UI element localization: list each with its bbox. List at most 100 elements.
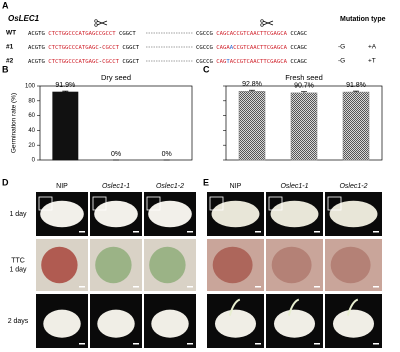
sequence-segment: ACCGTCAACTTCGAGCA [230,59,288,65]
scale-bar [314,343,320,345]
error-bar [249,89,255,92]
seed [148,200,192,228]
sequence-segment: T [226,59,230,65]
sequence-segment: CCAGC [287,59,307,65]
sequence: ACGTG CTCTGGCCCATGAGC-CGCCT CGGCT [28,59,140,65]
panel-label: B [2,64,9,74]
scale-bar [255,343,261,345]
sequence: ACGTG CTCTGGCCCATGAGCCGCCT CGGCT [28,31,136,37]
panel-label: C [203,64,210,74]
mutation: +T [368,58,376,65]
column-label: NIP [230,183,242,190]
scale-bar [314,286,320,288]
row-label: 2 days [8,318,29,325]
sequence-segment: CGCCG [196,59,216,65]
seed [270,200,319,228]
sequence-segment: CGCCG [196,45,216,51]
scale-bar [133,286,139,288]
zoom-box [146,196,161,211]
row-label: WT [6,30,16,37]
row-label: 1 day [9,266,27,273]
row-label: 1 day [9,211,27,218]
embryo [212,246,253,284]
embryo [149,246,186,284]
sequence-segment: CGGCT [116,31,137,37]
row-label: #1 [6,44,14,51]
seed [43,309,81,338]
sequence-segment: CAGA [216,45,230,51]
sequence-segment: CGCCT [102,45,119,51]
seed [211,200,260,228]
sequence-segment: A [230,45,234,51]
error-bar [301,91,307,93]
scale-bar [255,286,261,288]
scale-bar [133,343,139,345]
scissors [94,23,98,27]
sequence-segment: CCAGC [287,31,307,37]
panel-label: A [2,0,9,10]
row-label: #2 [6,58,14,65]
sequence-segment: CAGCACCGTCAACTTCGAGCA [216,31,287,37]
shoot [228,298,241,316]
value-label: 91.9% [55,82,75,89]
bar [342,91,370,161]
value-label: 90.7% [294,82,314,89]
value-label: 91.8% [346,82,366,89]
sequence-segment: ACGTG [28,59,48,65]
sequence-segment: ACGTG [28,31,48,37]
sequence-segment: CGGCT [119,45,140,51]
panel-label: E [203,177,209,187]
sequence-segment: CGCCG [196,31,216,37]
value-label: 0% [111,151,121,158]
column-label: NIP [56,183,68,190]
bar [52,91,79,161]
y-tick-label: 100 [25,84,36,90]
error-bar [62,90,69,92]
scale-bar [314,231,320,233]
embryo [95,246,132,284]
chart-title: Dry seed [101,73,131,82]
column-label: Oslec1-1 [102,183,130,190]
column-label: Oslec1-2 [339,183,367,190]
mutation-header: Mutation type [340,16,386,23]
scale-bar [373,343,379,345]
shoot [287,298,300,316]
sequence-segment: CAG [216,59,227,65]
zoom-box [92,196,107,211]
chart-title: Fresh seed [285,73,323,82]
seed [97,309,135,338]
zoom-box [38,196,53,211]
seed [151,309,189,338]
error-bar [353,90,359,93]
y-tick-label: 80 [28,98,35,104]
embryo [330,246,371,284]
zoom-box [209,196,224,211]
sequence-segment: CTCTGGCCCATGAGCCGCCT [48,31,116,37]
zoom-box [327,196,342,211]
seed [329,200,378,228]
scissors [262,20,274,26]
shoot [346,298,359,316]
sequence-segment: CCAGC [287,45,307,51]
y-axis-label: Germination rate (%) [11,93,18,153]
sequence: ACGTG CTCTGGCCCATGAGC-CGCCT CGGCT [28,45,140,51]
gene-name: OsLEC1 [8,14,40,23]
sequence-segment: - [99,45,102,51]
embryo [41,246,78,284]
value-label: 92.8% [242,81,262,88]
y-tick-label: 0 [32,158,36,164]
scissors [260,19,264,23]
scale-bar [187,286,193,288]
row-label: TTC [11,257,25,264]
seed [273,309,316,338]
scissors [96,20,108,26]
value-label: 0% [162,151,172,158]
y-tick-label: 40 [28,128,35,134]
sequence-segment: CTCTGGCCCATGAGC [48,59,99,65]
scale-bar [373,231,379,233]
sequence-segment: - [99,59,102,65]
mutation: -G [338,44,345,51]
bar [290,92,318,161]
